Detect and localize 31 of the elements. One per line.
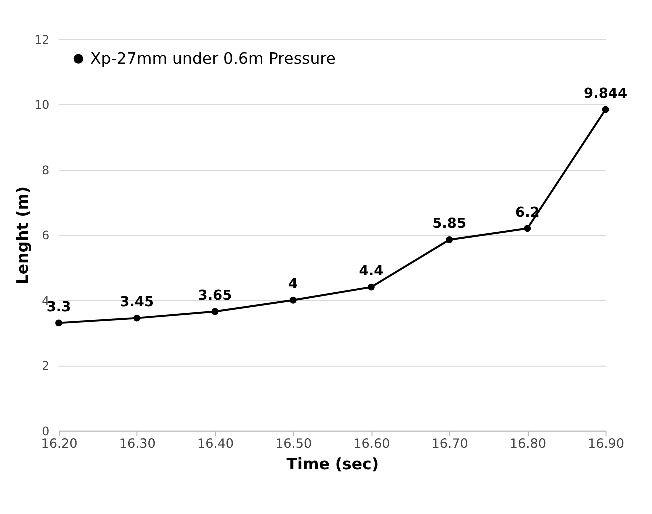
x-tick-label: 16.30 [119,437,156,452]
point [56,320,62,327]
x-tick-label: 16.80 [510,437,546,452]
y-tick-label: 10 [34,98,50,112]
y-tick-label: 2 [42,359,50,374]
point [290,296,297,304]
y-tick-label: 0 [42,424,50,438]
x-tick-label: 16.40 [197,437,234,452]
x-tick-label: 16.70 [432,437,468,452]
y-tick-label: 6 [42,228,50,243]
data-label: 5.85 [432,216,467,232]
x-tick-label: 16.50 [276,437,312,452]
x-tick-label: 16.90 [588,437,625,452]
data-label: 4 [288,276,298,293]
legend-label: Xp-27mm under 0.6m Pressure [90,49,336,68]
point [524,225,532,232]
point [134,314,141,322]
data-label: 4.4 [359,264,384,280]
point [212,308,219,316]
point [602,106,610,114]
x-tick-label: 16.20 [41,437,78,452]
point [446,236,454,244]
x-axis-title: Time (sec) [286,454,380,474]
y-axis-title: Lenght (m) [12,186,32,285]
data-label: 9.844 [584,86,628,102]
y-tick-label: 8 [42,163,50,178]
data-label: 3.45 [120,294,154,311]
y-tick-label: 12 [34,32,50,47]
data-label: 3.65 [198,288,232,304]
point [368,284,375,291]
x-tick-label: 16.60 [354,437,390,452]
